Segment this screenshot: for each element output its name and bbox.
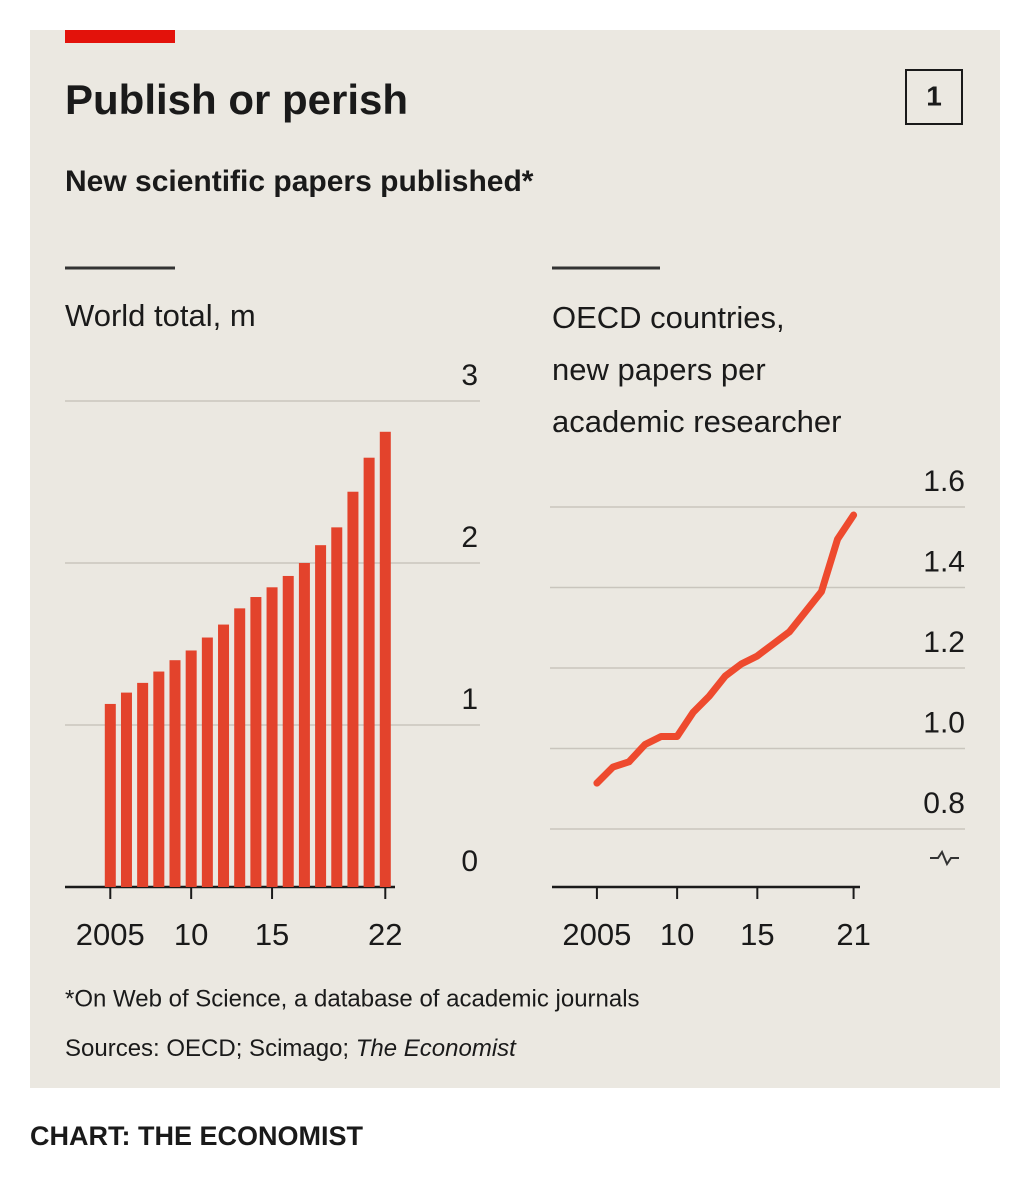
y-tick-label: 1 — [461, 683, 478, 716]
bar — [120, 692, 132, 887]
y-tick-label: 3 — [461, 359, 478, 392]
red-tag — [65, 30, 175, 43]
bar — [137, 682, 149, 887]
line — [593, 511, 858, 787]
y-tick-label: 1.0 — [923, 706, 965, 739]
y-tick-label: 2 — [461, 521, 478, 554]
bar — [379, 431, 391, 887]
sources: Sources: OECD; Scimago; The Economist — [65, 1035, 517, 1062]
panel — [30, 30, 1000, 1088]
axis-break — [930, 849, 959, 867]
badge: 1 — [926, 80, 942, 111]
footnote: *On Web of Science, a database of academ… — [65, 985, 640, 1012]
y-tick-label: 1.2 — [923, 626, 965, 659]
bar — [153, 671, 165, 887]
bar — [266, 587, 278, 887]
subtitle: New scientific papers published* — [65, 165, 534, 198]
bar — [201, 637, 213, 887]
credit: CHART: THE ECONOMIST — [30, 1121, 363, 1151]
chart-title: World total, m — [65, 298, 256, 333]
bar — [282, 575, 294, 887]
x-tick-label: 2005 — [76, 917, 145, 952]
bar — [298, 563, 310, 887]
y-tick-label: 0.8 — [923, 787, 965, 820]
bar — [363, 457, 375, 887]
bar — [218, 624, 230, 887]
sources-text: Sources: OECD; Scimago; — [65, 1035, 356, 1062]
bar — [250, 597, 262, 887]
x-tick-label: 15 — [255, 917, 289, 952]
chart-title: OECD countries, — [552, 300, 785, 335]
title: Publish or perish — [65, 76, 408, 123]
x-tick-label: 2005 — [562, 917, 631, 952]
chart-title: new papers per — [552, 352, 766, 387]
x-tick-label: 10 — [660, 917, 694, 952]
x-tick-label: 10 — [174, 917, 208, 952]
bar — [185, 650, 197, 887]
x-tick-label: 21 — [836, 917, 870, 952]
y-tick-label: 0 — [461, 845, 478, 878]
sources-italic: The Economist — [356, 1035, 517, 1062]
y-tick-label: 1.4 — [923, 545, 965, 578]
bar — [104, 703, 116, 887]
x-tick-label: 15 — [740, 917, 774, 952]
bar — [331, 527, 343, 887]
y-tick-label: 1.6 — [923, 465, 965, 498]
bar — [234, 608, 246, 887]
bar — [169, 660, 181, 887]
bar — [347, 491, 359, 887]
bar — [315, 545, 327, 887]
x-tick-label: 22 — [368, 917, 402, 952]
chart-title: academic researcher — [552, 404, 841, 439]
badge-box — [905, 69, 963, 125]
